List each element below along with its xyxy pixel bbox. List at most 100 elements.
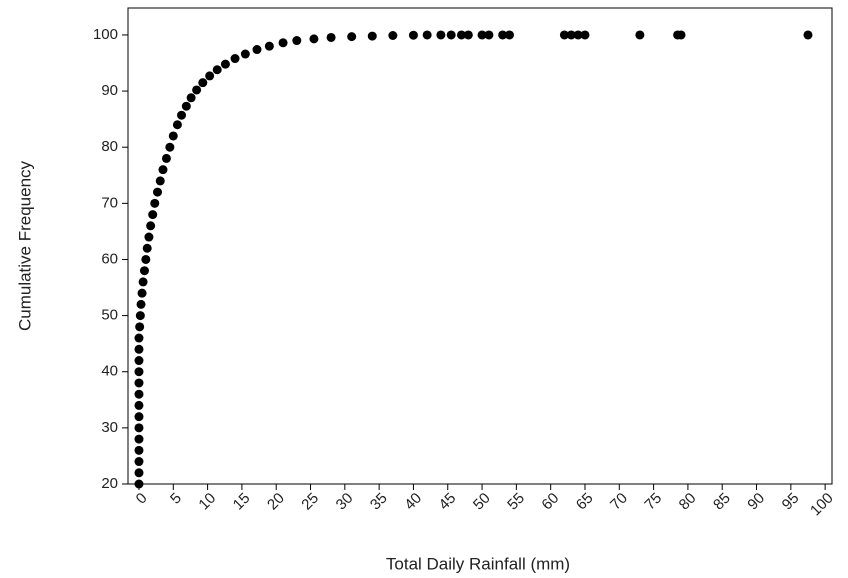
x-tick-label: 15 [230,490,254,514]
data-point [165,142,175,152]
data-point [153,187,163,197]
data-point [134,468,144,478]
x-tick-label: 20 [264,490,288,514]
data-point [635,30,645,40]
x-tick-label: 90 [744,490,768,514]
x-tick-label: 5 [167,490,185,508]
y-tick-label: 80 [101,138,118,155]
data-point [347,32,357,42]
data-point [134,367,144,377]
y-tick-label: 90 [101,82,118,99]
x-tick-label: 10 [195,490,219,514]
data-point [220,59,230,69]
data-point [146,221,156,231]
x-tick-label: 30 [333,490,357,514]
data-point [134,333,144,343]
data-point [161,153,171,163]
data-point [484,30,494,40]
data-point [168,131,178,141]
data-point [186,93,196,103]
data-point [326,32,336,42]
data-point [142,243,152,253]
x-tick-label: 85 [710,490,734,514]
x-tick-label: 45 [436,490,460,514]
data-point [135,311,145,321]
data-point [505,30,515,40]
data-point [367,31,377,41]
data-point [436,30,446,40]
data-point [134,344,144,354]
data-point [177,110,187,120]
x-tick-label: 80 [676,490,700,514]
data-point [477,30,487,40]
data-point [141,254,151,264]
data-point [134,445,144,455]
data-point [456,30,466,40]
data-point [136,299,146,309]
data-point [559,30,569,40]
x-tick-label: 50 [470,490,494,514]
x-axis-label: Total Daily Rainfall (mm) [386,554,570,573]
data-point [278,38,288,48]
data-point [150,198,160,208]
y-tick-label: 60 [101,250,118,267]
x-tick-label: 0 [133,490,151,508]
data-point [181,101,191,111]
x-tick-label: 70 [607,490,631,514]
data-point [309,34,319,44]
y-tick-label: 100 [93,26,118,43]
data-point [155,176,165,186]
data-point [148,210,158,220]
data-point [566,30,576,40]
y-axis-label: Cumulative Frequency [15,160,34,331]
data-point [408,30,418,40]
data-point [138,277,148,287]
y-tick-label: 30 [101,419,118,436]
data-point [580,30,590,40]
data-point [446,30,456,40]
data-point [292,36,302,46]
data-point [134,400,144,410]
data-point [573,30,583,40]
data-point [134,389,144,399]
data-point [135,322,145,332]
data-point [198,78,208,88]
x-tick-label: 25 [298,490,322,514]
x-tick-label: 75 [641,490,665,514]
data-point [212,65,222,75]
plot-frame [127,7,833,485]
data-point [134,412,144,422]
data-point [134,356,144,366]
x-tick-label: 35 [367,490,391,514]
x-tick-label: 65 [573,490,597,514]
data-point [192,85,202,95]
data-point [463,30,473,40]
x-tick-label: 100 [807,490,837,520]
y-tick-label: 20 [101,475,118,492]
y-tick-label: 70 [101,194,118,211]
data-point [172,120,182,130]
y-tick-label: 40 [101,363,118,380]
x-tick-label: 55 [504,490,528,514]
data-point [240,49,250,59]
y-tick-label: 50 [101,307,118,324]
data-point [264,41,274,51]
data-point [134,479,144,489]
data-point [803,30,813,40]
x-tick-label: 60 [538,490,562,514]
x-tick-label: 95 [779,490,803,514]
data-point [134,378,144,388]
data-point [252,45,262,55]
data-point [139,266,149,276]
data-point [144,232,154,242]
data-point [134,457,144,467]
data-point [388,31,398,41]
x-tick-label: 40 [401,490,425,514]
data-point [676,30,686,40]
data-point [158,165,168,175]
data-point [230,54,240,64]
data-point [422,30,432,40]
data-point [205,71,215,81]
data-point [134,423,144,433]
